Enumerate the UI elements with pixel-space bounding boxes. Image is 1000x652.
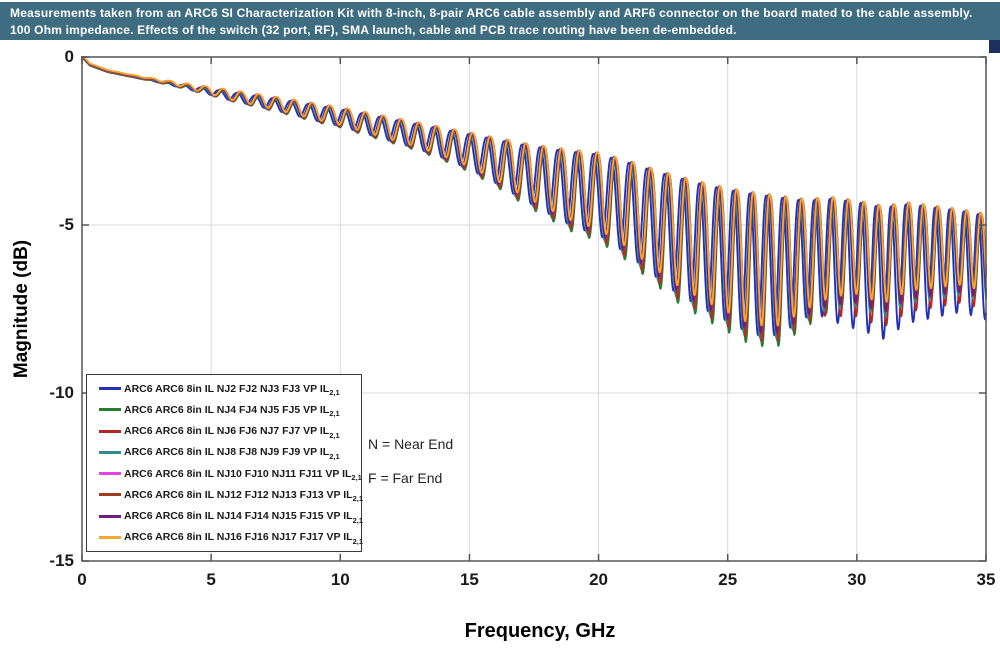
y-tick-label: 0 <box>64 47 74 66</box>
legend-swatch <box>99 387 121 391</box>
legend-subscript: 2,1 <box>352 494 364 504</box>
legend-row: ARC6 ARC6 8in IL NJ8 FJ8 NJ9 FJ9 VP IL 2,… <box>99 442 361 462</box>
legend-label: ARC6 ARC6 8in IL NJ2 FJ2 NJ3 FJ3 VP IL <box>124 382 330 395</box>
annotation-far-end: F = Far End <box>368 470 443 486</box>
legend-label: ARC6 ARC6 8in IL NJ14 FJ14 NJ15 FJ15 VP … <box>124 510 353 523</box>
legend-label: ARC6 ARC6 8in IL NJ4 FJ4 NJ5 FJ5 VP IL <box>124 403 330 416</box>
legend-row: ARC6 ARC6 8in IL NJ10 FJ10 NJ11 FJ11 VP … <box>99 464 362 484</box>
legend-subscript: 2,1 <box>329 430 340 440</box>
series-path-1 <box>81 56 987 340</box>
legend-subscript: 2,1 <box>351 473 362 483</box>
legend-row: ARC6 ARC6 8in IL NJ14 FJ14 NJ15 FJ15 VP … <box>99 506 364 526</box>
x-tick-label: 15 <box>459 570 479 589</box>
y-tick-label: -5 <box>58 215 74 234</box>
legend-row: ARC6 ARC6 8in IL NJ2 FJ2 NJ3 FJ3 VP IL 2,… <box>99 379 361 399</box>
legend-swatch <box>99 450 121 454</box>
legend-subscript: 2,1 <box>352 515 364 525</box>
legend-label: ARC6 ARC6 8in IL NJ10 FJ10 NJ11 FJ11 VP … <box>124 467 352 480</box>
legend-swatch <box>99 472 121 476</box>
banner-corner-tab <box>989 40 1000 53</box>
banner-line-2: 100 Ohm impedance. Effects of the switch… <box>10 22 737 37</box>
series-path-8 <box>81 56 987 327</box>
x-tick-label: 35 <box>976 570 996 589</box>
legend-label: ARC6 ARC6 8in IL NJ16 FJ16 NJ17 FJ17 VP … <box>124 531 353 544</box>
header-banner: Measurements taken from an ARC6 SI Chara… <box>0 2 1000 40</box>
plot-border <box>81 56 987 562</box>
x-tick-label: 10 <box>330 570 350 589</box>
legend-subscript: 2,1 <box>329 388 340 398</box>
legend-subscript: 2,1 <box>352 536 364 546</box>
annotation-near-end: N = Near End <box>368 436 454 452</box>
y-tick-label: -15 <box>49 551 74 570</box>
legend-row: ARC6 ARC6 8in IL NJ12 FJ12 NJ13 FJ13 VP … <box>99 485 364 505</box>
y-tick-label: -10 <box>49 383 74 402</box>
banner-line-1: Measurements taken from an ARC6 SI Chara… <box>10 6 973 20</box>
legend-row: ARC6 ARC6 8in IL NJ6 FJ6 NJ7 FJ7 VP IL 2,… <box>99 421 361 441</box>
legend-subscript: 2,1 <box>329 451 340 461</box>
y-axis-title: Magnitude (dB) <box>11 239 32 379</box>
legend-swatch <box>99 429 121 433</box>
x-tick-label: 30 <box>847 570 867 589</box>
legend-swatch <box>99 535 121 539</box>
legend-swatch <box>99 514 121 518</box>
legend-label: ARC6 ARC6 8in IL NJ6 FJ6 NJ7 FJ7 VP IL <box>124 425 330 438</box>
x-tick-label: 25 <box>718 570 738 589</box>
legend-row: ARC6 ARC6 8in IL NJ4 FJ4 NJ5 FJ5 VP IL 2,… <box>99 400 361 420</box>
x-tick-label: 20 <box>589 570 609 589</box>
legend-subscript: 2,1 <box>329 409 340 419</box>
legend-swatch <box>99 493 121 497</box>
x-tick-label: 0 <box>77 570 87 589</box>
legend-label: ARC6 ARC6 8in IL NJ12 FJ12 NJ13 FJ13 VP … <box>124 488 353 501</box>
legend-row: ARC6 ARC6 8in IL NJ16 FJ16 NJ17 FJ17 VP … <box>99 527 364 547</box>
legend-swatch <box>99 408 121 412</box>
x-tick-label: 5 <box>206 570 216 589</box>
legend-label: ARC6 ARC6 8in IL NJ8 FJ8 NJ9 FJ9 VP IL <box>124 446 330 459</box>
x-axis-title: Frequency, GHz <box>464 620 616 642</box>
legend: ARC6 ARC6 8in IL NJ2 FJ2 NJ3 FJ3 VP IL 2,… <box>86 374 364 552</box>
